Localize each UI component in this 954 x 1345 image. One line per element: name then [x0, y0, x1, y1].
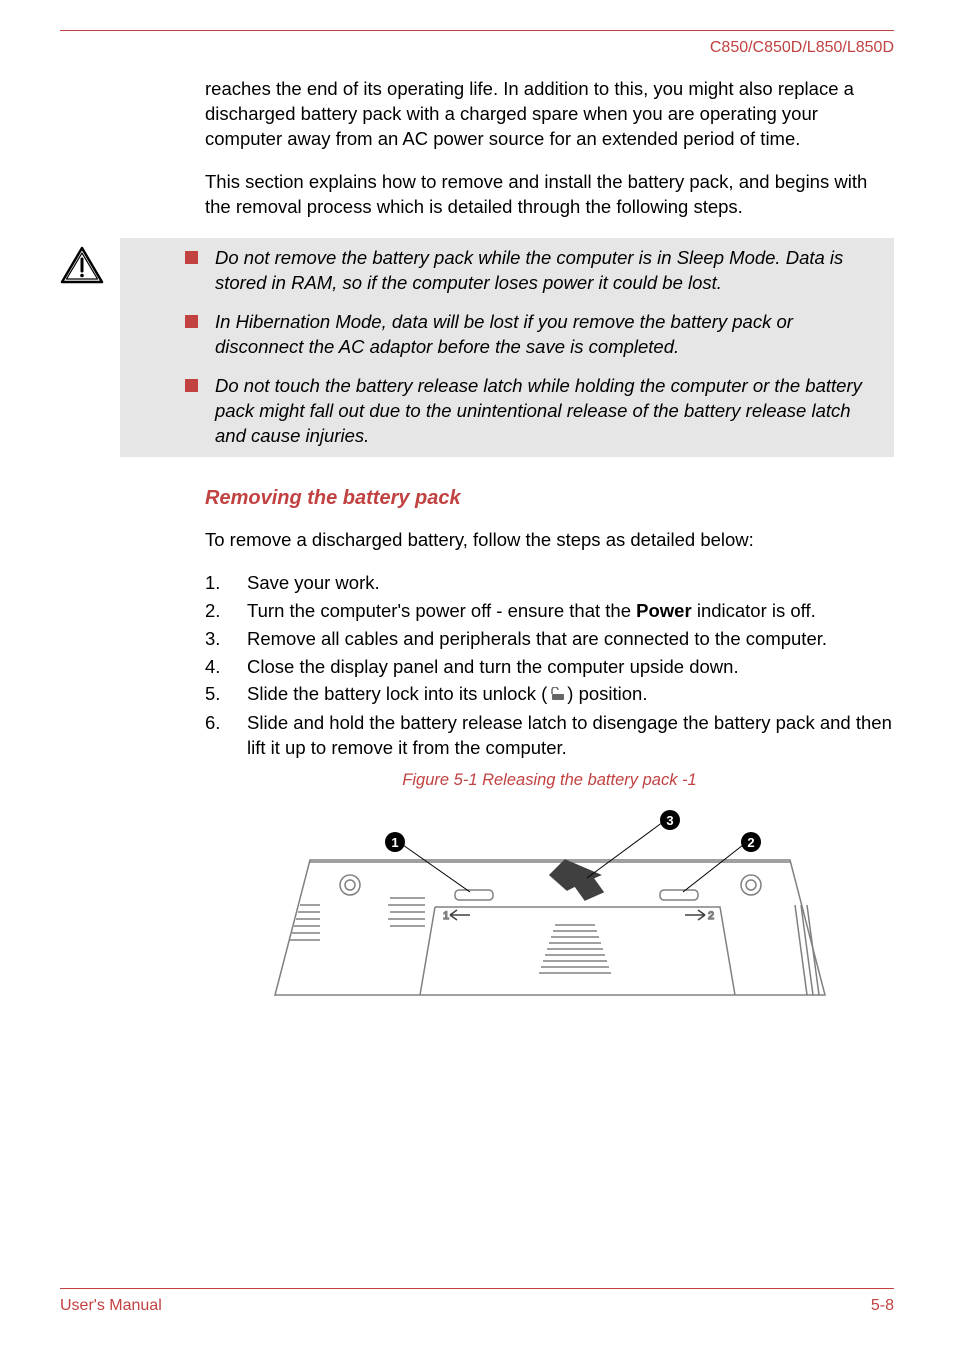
step-item: 1. Save your work. — [205, 571, 894, 596]
step-text: Slide the battery lock into its unlock ( — [247, 683, 547, 704]
step-item: 4. Close the display panel and turn the … — [205, 655, 894, 680]
header-model: C850/C850D/L850/L850D — [60, 39, 894, 57]
step-number: 1. — [205, 571, 220, 596]
section-heading: Removing the battery pack — [205, 487, 894, 510]
svg-text:1: 1 — [443, 910, 449, 922]
step-item: 3. Remove all cables and peripherals tha… — [205, 627, 894, 652]
step-number: 3. — [205, 627, 220, 652]
callout-label: 3 — [666, 813, 673, 828]
warning-item: Do not remove the battery pack while the… — [215, 246, 882, 296]
step-item: 5. Slide the battery lock into its unloc… — [205, 682, 894, 708]
step-text-b: indicator is off. — [692, 600, 816, 621]
step-bold: Power — [636, 600, 692, 621]
section-intro: To remove a discharged battery, follow t… — [205, 528, 894, 553]
footer: User's Manual 5-8 — [60, 1288, 894, 1315]
step-text: Save your work. — [247, 572, 380, 593]
section-area: Removing the battery pack To remove a di… — [205, 487, 894, 1010]
callout-label: 2 — [747, 835, 754, 850]
warning-text: In Hibernation Mode, data will be lost i… — [215, 311, 793, 357]
step-number: 4. — [205, 655, 220, 680]
warning-icon — [60, 246, 104, 289]
figure-diagram: 1 2 1 2 3 — [265, 800, 835, 1010]
warning-item: In Hibernation Mode, data will be lost i… — [215, 310, 882, 360]
content-area: reaches the end of its operating life. I… — [205, 77, 894, 220]
step-text-b: ) position. — [567, 683, 647, 704]
paragraph-continuation: reaches the end of its operating life. I… — [205, 77, 894, 152]
step-text: Slide and hold the battery release latch… — [247, 712, 892, 758]
step-item: 6. Slide and hold the battery release la… — [205, 711, 894, 761]
warning-text: Do not remove the battery pack while the… — [215, 247, 843, 293]
callout-3: 3 — [587, 810, 680, 878]
footer-right: 5-8 — [871, 1297, 894, 1315]
warning-item: Do not touch the battery release latch w… — [215, 374, 882, 449]
bullet-icon — [185, 315, 198, 328]
callout-label: 1 — [391, 835, 398, 850]
bullet-icon — [185, 251, 198, 264]
footer-rule — [60, 1288, 894, 1289]
warning-list: Do not remove the battery pack while the… — [120, 246, 882, 449]
step-text: Turn the computer's power off - ensure t… — [247, 600, 636, 621]
paragraph-intro: This section explains how to remove and … — [205, 170, 894, 220]
warning-text: Do not touch the battery release latch w… — [215, 375, 862, 446]
unlock-icon — [547, 683, 567, 708]
svg-text:2: 2 — [708, 910, 714, 922]
figure-caption: Figure 5-1 Releasing the battery pack -1 — [205, 771, 894, 790]
header-rule — [60, 30, 894, 31]
footer-left: User's Manual — [60, 1297, 162, 1315]
step-item: 2. Turn the computer's power off - ensur… — [205, 599, 894, 624]
step-number: 2. — [205, 599, 220, 624]
step-text: Remove all cables and peripherals that a… — [247, 628, 827, 649]
step-number: 5. — [205, 682, 220, 707]
bullet-icon — [185, 379, 198, 392]
steps-list: 1. Save your work. 2. Turn the computer'… — [205, 571, 894, 761]
warning-box: Do not remove the battery pack while the… — [120, 238, 894, 457]
step-text: Close the display panel and turn the com… — [247, 656, 739, 677]
step-number: 6. — [205, 711, 220, 736]
